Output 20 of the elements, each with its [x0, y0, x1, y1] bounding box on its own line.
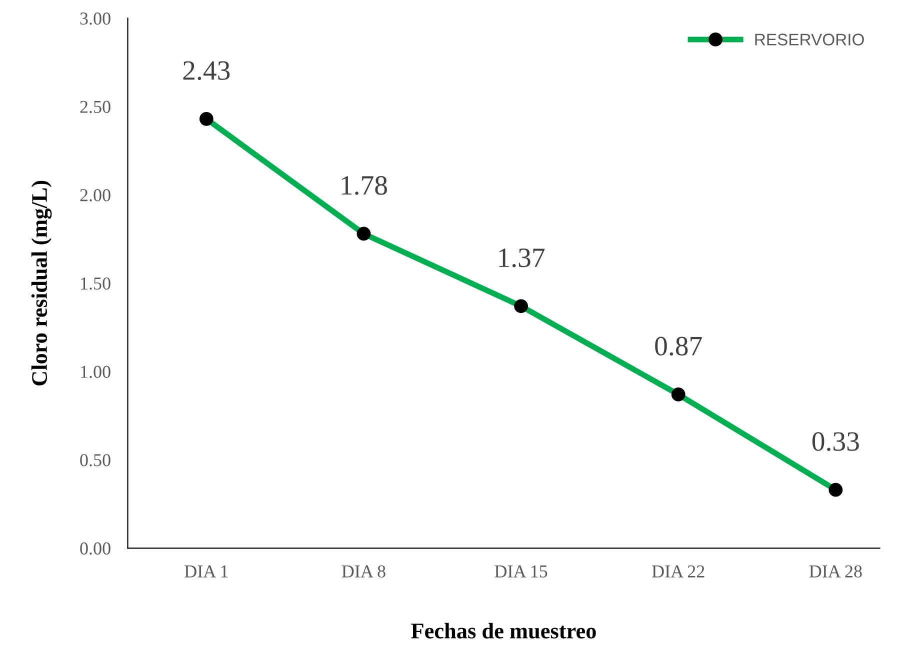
y-tick-label: 2.00: [80, 189, 110, 202]
x-tick-label: DIA 1: [184, 565, 228, 578]
y-axis-title: Cloro residual (mg/L): [31, 180, 52, 386]
x-tick-label: DIA 8: [342, 565, 386, 578]
data-label: 1.78: [342, 176, 387, 195]
y-tick-label: 1.50: [81, 277, 110, 290]
data-label: 0.33: [812, 432, 859, 451]
x-tick-label: DIA 15: [494, 565, 548, 578]
legend-label: RESERVORIO: [755, 34, 864, 46]
x-tick-label: DIA 22: [652, 565, 704, 578]
x-axis-title: Fechas de muestreo: [411, 622, 596, 639]
y-tick-label: 1.00: [81, 366, 110, 378]
y-tick-label: 0.50: [80, 454, 110, 466]
y-tick-label: 3.00: [80, 12, 110, 25]
data-label: 0.87: [655, 336, 702, 356]
x-tick-label: DIA 28: [809, 565, 862, 578]
y-tick-label: 0.00: [80, 542, 110, 555]
data-label: 2.43: [183, 61, 230, 80]
data-label: 1.37: [499, 248, 545, 268]
y-tick-label: 2.50: [80, 100, 110, 114]
